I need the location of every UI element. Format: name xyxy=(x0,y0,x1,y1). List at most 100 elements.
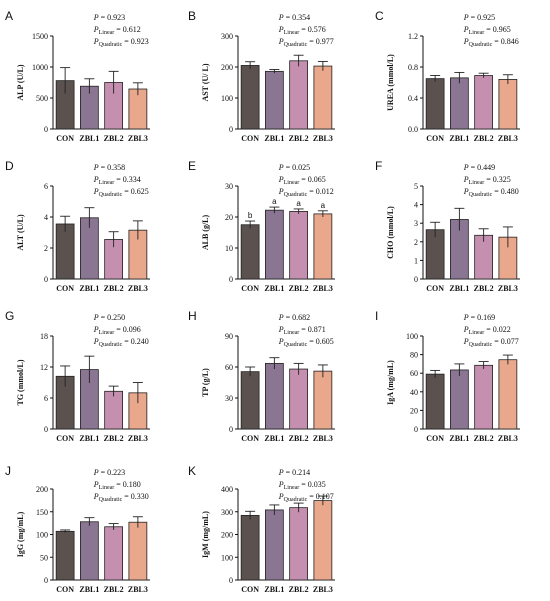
bar-zbl1 xyxy=(265,70,284,130)
stat-quad: PQuadratic = 0.625 xyxy=(93,187,149,198)
y-tick-label: 60 xyxy=(410,369,418,378)
y-tick-label: 0.0 xyxy=(408,125,418,134)
x-tick-label: ZBL1 xyxy=(79,434,99,443)
stat-p: P = 0.250 xyxy=(93,313,125,322)
bar-zbl2 xyxy=(474,234,493,280)
bar-zbl3 xyxy=(128,521,148,581)
y-tick-label: 150 xyxy=(36,508,48,517)
stat-p: P = 0.358 xyxy=(93,163,125,172)
bar-con xyxy=(55,530,75,581)
y-tick-label: 200 xyxy=(36,485,48,494)
x-tick-label: ZBL1 xyxy=(449,284,469,293)
x-tick-label: ZBL1 xyxy=(264,434,284,443)
x-tick-label: CON xyxy=(426,134,444,143)
x-tick-label: ZBL2 xyxy=(104,585,124,594)
bar-con xyxy=(55,223,75,280)
stat-lin: PLinear = 0.965 xyxy=(463,25,511,36)
bar-zbl3 xyxy=(498,79,518,130)
bar-zbl3 xyxy=(313,65,333,130)
stat-lin: PLinear = 0.334 xyxy=(93,175,141,186)
bar-zbl2 xyxy=(289,211,308,280)
y-tick-label: 4 xyxy=(44,213,48,222)
y-tick-label: 400 xyxy=(221,485,233,494)
x-tick-label: ZBL1 xyxy=(79,585,99,594)
stat-quad: PQuadratic = 0.077 xyxy=(463,337,519,348)
y-tick-label: 30 xyxy=(225,394,233,403)
panel-letter: E xyxy=(188,159,196,173)
panel-letter: I xyxy=(375,309,378,323)
bar-zbl1 xyxy=(265,509,284,581)
panel-i: I 0 20 40 60 80 100 IgA (mg/mL) CON ZBL1 ZBL2 ZBL3 P… xyxy=(375,309,520,443)
stat-quad: PQuadratic = 0.846 xyxy=(463,37,519,48)
stat-quad: PQuadratic = 0.240 xyxy=(93,337,149,348)
stat-p: P = 0.682 xyxy=(278,313,310,322)
bar-zbl3 xyxy=(498,359,518,430)
x-tick-label: ZBL3 xyxy=(128,284,148,293)
y-tick-label: 0 xyxy=(229,125,233,134)
x-tick-label: ZBL3 xyxy=(313,585,333,594)
x-tick-label: CON xyxy=(241,134,259,143)
y-tick-label: 0 xyxy=(414,275,418,284)
y-axis-label: ALP (U/L) xyxy=(16,64,25,101)
x-tick-label: ZBL3 xyxy=(498,434,518,443)
x-tick-label: ZBL1 xyxy=(449,434,469,443)
y-tick-label: 100 xyxy=(221,553,233,562)
stat-p: P = 0.025 xyxy=(278,163,310,172)
x-tick-label: ZBL1 xyxy=(264,134,284,143)
y-tick-label: 200 xyxy=(221,531,233,540)
x-tick-label: ZBL2 xyxy=(104,284,124,293)
x-tick-label: ZBL2 xyxy=(289,134,309,143)
x-tick-label: CON xyxy=(56,134,74,143)
x-tick-label: CON xyxy=(241,284,259,293)
significance-letter: a xyxy=(272,197,277,206)
x-tick-label: ZBL2 xyxy=(289,585,309,594)
bar-zbl2 xyxy=(104,526,123,581)
x-tick-label: ZBL2 xyxy=(289,284,309,293)
y-tick-label: 6 xyxy=(44,394,48,403)
y-tick-label: 4 xyxy=(414,201,418,210)
panel-b: B 0 100 200 300 AST (U/ L) CON ZBL1 ZBL2 ZBL3 P = … xyxy=(188,9,335,143)
y-tick-label: 1.2 xyxy=(408,32,418,41)
y-axis-label: TG (mmol/L) xyxy=(16,359,25,405)
stat-lin: PLinear = 0.065 xyxy=(278,175,326,186)
y-tick-label: 1500 xyxy=(32,32,48,41)
x-tick-label: ZBL1 xyxy=(264,585,284,594)
x-tick-label: ZBL3 xyxy=(128,134,148,143)
y-tick-label: 300 xyxy=(221,508,233,517)
bar-zbl2 xyxy=(474,364,493,430)
y-axis-label: AST (U/ L) xyxy=(201,63,210,101)
y-tick-label: 0 xyxy=(229,425,233,434)
y-tick-label: 18 xyxy=(40,332,48,341)
significance-letter: b xyxy=(248,211,253,220)
y-tick-label: 12 xyxy=(40,363,48,372)
panel-letter: G xyxy=(5,309,14,323)
stat-quad: PQuadratic = 0.480 xyxy=(463,187,519,198)
stat-quad: PQuadratic = 0.107 xyxy=(278,492,334,503)
stat-lin: PLinear = 0.035 xyxy=(278,480,326,491)
bar-zbl3 xyxy=(313,370,333,430)
y-tick-label: 0.8 xyxy=(408,63,418,72)
panel-j: J 0 50 100 150 200 IgG (mg/mL) CON ZBL1 ZBL2 ZBL3 P… xyxy=(5,464,150,594)
panel-letter: C xyxy=(375,9,384,23)
panel-d: D 0 2 4 6 ALT (U/L) CON ZBL1 ZBL2 ZBL3 P = 0.358 PL… xyxy=(5,159,150,293)
stat-p: P = 0.449 xyxy=(463,163,495,172)
y-tick-label: 0 xyxy=(229,275,233,284)
y-tick-label: 0 xyxy=(229,576,233,585)
panel-f: F 0 1 2 3 4 5 CHO (mmol/L) CON ZBL1 ZBL2 ZBL3 P = 0.… xyxy=(375,159,520,293)
stat-lin: PLinear = 0.022 xyxy=(463,325,511,336)
panel-letter: B xyxy=(188,9,196,23)
y-tick-label: 2 xyxy=(414,238,418,247)
stat-p: P = 0.923 xyxy=(93,13,125,22)
y-axis-label: UREA (mmol/L) xyxy=(386,54,395,111)
y-tick-label: 60 xyxy=(225,363,233,372)
y-tick-label: 10 xyxy=(225,244,233,253)
y-axis-label: TP (g/L) xyxy=(201,368,210,397)
panel-h: H 0 30 60 90 TP (g/L) CON ZBL1 ZBL2 ZBL3 P = 0.682… xyxy=(188,309,335,443)
stat-p: P = 0.354 xyxy=(278,13,310,22)
stat-quad: PQuadratic = 0.923 xyxy=(93,37,149,48)
y-axis-label: CHO (mmol/L) xyxy=(386,206,395,259)
x-tick-label: ZBL2 xyxy=(104,434,124,443)
bar-zbl2 xyxy=(289,368,308,430)
bar-con xyxy=(425,373,445,430)
